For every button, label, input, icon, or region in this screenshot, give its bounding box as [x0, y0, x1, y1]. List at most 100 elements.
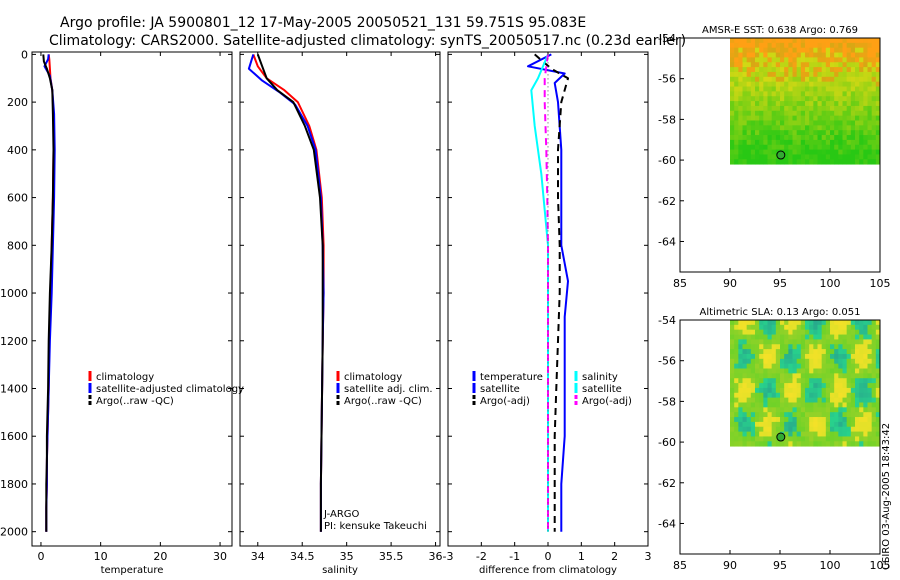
heat-cell — [792, 130, 798, 136]
heat-cell — [855, 86, 860, 92]
heat-cell — [755, 441, 760, 447]
heat-cell — [842, 353, 848, 360]
heat-cell — [809, 47, 814, 53]
heat-cell — [842, 135, 848, 141]
heat-cell — [817, 339, 823, 345]
heat-cell — [738, 392, 743, 399]
heat-cell — [875, 407, 881, 413]
heat-cell — [805, 324, 810, 331]
heat-cell — [863, 76, 868, 83]
heat-cell — [796, 358, 802, 365]
heat-cell — [817, 426, 823, 432]
heat-cell — [734, 334, 739, 340]
heat-cell — [809, 329, 814, 335]
heat-cell — [875, 135, 881, 141]
heat-cell — [784, 387, 789, 394]
heat-cell — [846, 320, 852, 326]
heat-cell — [771, 130, 777, 136]
heat-cell — [842, 105, 848, 112]
heat-cell — [805, 42, 810, 49]
heat-cell — [763, 105, 768, 112]
heat-cell — [750, 62, 756, 68]
heat-cell — [821, 42, 827, 49]
heat-cell — [784, 144, 789, 150]
heat-cell — [871, 154, 877, 160]
heat-cell — [875, 125, 881, 131]
heat-cell — [742, 81, 748, 87]
heat-cell — [838, 71, 843, 78]
heat-cell — [788, 324, 793, 331]
heat-cell — [871, 159, 877, 165]
heat-cell — [825, 402, 831, 408]
heat-cell — [850, 139, 856, 146]
y-tick-label: -62 — [658, 195, 676, 208]
heat-cell — [759, 91, 764, 97]
heat-cell — [842, 139, 848, 146]
heat-cell — [792, 115, 798, 121]
heat-cell — [784, 86, 789, 92]
heat-cell — [788, 149, 793, 155]
heat-cell — [871, 130, 877, 136]
heat-cell — [859, 159, 864, 165]
heat-cell — [834, 125, 839, 131]
heat-cell — [838, 320, 843, 326]
legend-label: temperature — [480, 372, 543, 383]
heat-cell — [813, 320, 818, 326]
heat-cell — [875, 358, 881, 365]
heat-cell — [863, 334, 868, 340]
heat-cell — [871, 91, 877, 97]
heat-cell — [746, 436, 752, 442]
heat-cell — [809, 91, 814, 97]
heat-cell — [817, 139, 823, 146]
heat-cell — [842, 67, 848, 73]
heat-cell — [738, 412, 743, 418]
heat-cell — [780, 71, 785, 78]
heat-cell — [742, 101, 748, 107]
heat-cell — [750, 392, 756, 399]
heat-cell — [734, 339, 739, 345]
heat-cell — [821, 120, 827, 126]
heat-cell — [863, 86, 868, 92]
heat-cell — [792, 47, 798, 53]
heat-cell — [767, 149, 773, 155]
heat-cell — [825, 110, 831, 117]
heat-cell — [767, 135, 773, 141]
heat-cell — [842, 57, 848, 63]
heat-cell — [867, 363, 873, 369]
heat-cell — [759, 96, 764, 102]
title-line-2: Climatology: CARS2000. Satellite-adjuste… — [49, 33, 686, 49]
heat-cell — [755, 159, 760, 165]
heat-cell — [767, 52, 773, 58]
heat-cell — [875, 392, 881, 399]
heat-cell — [867, 392, 873, 399]
heat-cell — [742, 441, 748, 447]
heat-cell — [867, 334, 873, 340]
heat-cell — [838, 344, 843, 350]
heat-cell — [855, 81, 860, 87]
heat-cell — [730, 91, 735, 97]
heat-cell — [830, 353, 835, 360]
heat-cell — [805, 383, 810, 389]
heat-cell — [767, 339, 773, 345]
heat-cell — [746, 91, 752, 97]
heat-cell — [780, 378, 785, 384]
heat-cell — [805, 96, 810, 102]
heat-cell — [800, 387, 806, 394]
heat-cell — [730, 135, 735, 141]
heat-cell — [813, 402, 818, 408]
heat-cell — [805, 120, 810, 126]
heat-cell — [755, 329, 760, 335]
heat-cell — [775, 426, 781, 432]
heat-cell — [821, 135, 827, 141]
heat-cell — [796, 368, 802, 374]
heat-cell — [788, 62, 793, 68]
heat-cell — [825, 101, 831, 107]
heat-cell — [734, 320, 739, 326]
heat-cell — [809, 387, 814, 394]
heat-cell — [792, 329, 798, 335]
heat-cell — [859, 368, 864, 374]
heat-cell — [730, 154, 735, 160]
heat-cell — [800, 52, 806, 58]
heat-cell — [817, 101, 823, 107]
heat-cell — [813, 105, 818, 112]
